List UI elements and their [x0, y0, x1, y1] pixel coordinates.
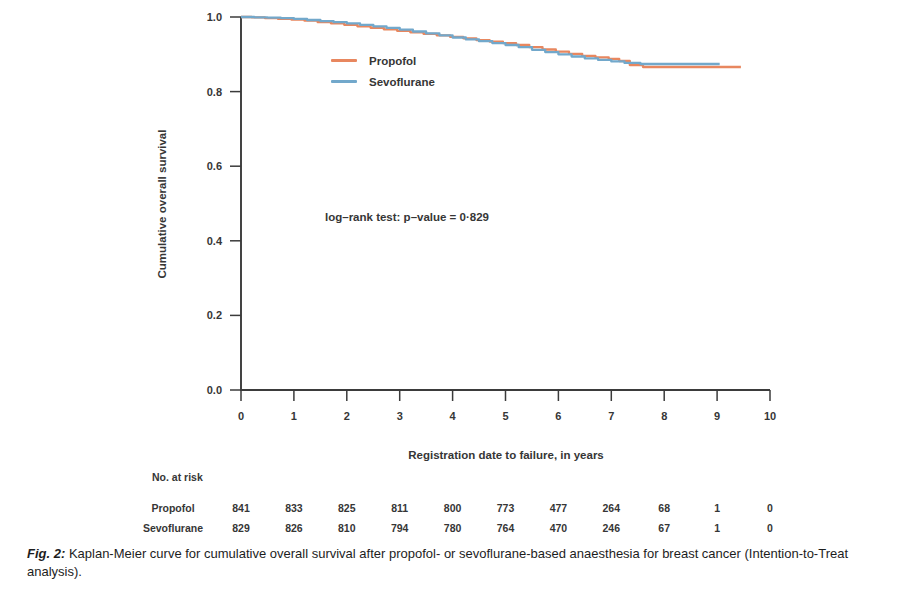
x-tick-label: 7 [591, 409, 631, 423]
caption-text: Kaplan-Meier curve for cumulative overal… [27, 546, 848, 579]
y-tick-label: 0.4 [188, 234, 222, 248]
x-tick-label: 6 [538, 409, 578, 423]
risk-count: 841 [219, 502, 263, 514]
risk-row-label-propofol: Propofol [130, 502, 216, 514]
risk-count: 264 [589, 502, 633, 514]
log-rank-annotation: log–rank test: p–value = 0·829 [325, 211, 489, 223]
risk-count: 780 [431, 522, 475, 534]
y-tick-label: 1.0 [188, 10, 222, 24]
risk-count: 1 [695, 522, 739, 534]
x-tick-label: 0 [221, 409, 261, 423]
risk-count: 833 [272, 502, 316, 514]
x-tick-label: 4 [433, 409, 473, 423]
x-tick-label: 9 [697, 409, 737, 423]
y-tick-label: 0.0 [188, 383, 222, 397]
risk-count: 0 [748, 502, 792, 514]
x-tick-label: 1 [274, 409, 314, 423]
risk-count: 470 [536, 522, 580, 534]
risk-count: 764 [484, 522, 528, 534]
risk-count: 477 [536, 502, 580, 514]
risk-count: 67 [642, 522, 686, 534]
y-tick-label: 0.2 [188, 308, 222, 322]
risk-count: 800 [431, 502, 475, 514]
legend-label: Sevoflurane [369, 76, 435, 88]
x-tick-label: 8 [644, 409, 684, 423]
x-tick-label: 5 [486, 409, 526, 423]
x-tick-label: 10 [750, 409, 790, 423]
risk-count: 811 [378, 502, 422, 514]
risk-count: 246 [589, 522, 633, 534]
legend-swatch-propofol [331, 59, 357, 62]
caption-label: Fig. 2: [27, 546, 65, 561]
risk-count: 68 [642, 502, 686, 514]
km-figure: Cumulative overall survival Registration… [0, 0, 915, 591]
y-axis-title: Cumulative overall survival [156, 130, 168, 279]
km-curve-sevoflurane [241, 17, 720, 64]
y-tick-label: 0.6 [188, 159, 222, 173]
legend-item-propofol: Propofol [331, 50, 435, 71]
risk-count: 794 [378, 522, 422, 534]
risk-table-title: No. at risk [152, 471, 203, 483]
x-tick-label: 2 [327, 409, 367, 423]
legend-label: Propofol [369, 55, 416, 67]
y-tick-label: 0.8 [188, 85, 222, 99]
risk-count: 773 [484, 502, 528, 514]
risk-count: 826 [272, 522, 316, 534]
legend-swatch-sevoflurane [331, 80, 357, 83]
figure-caption: Fig. 2: Kaplan-Meier curve for cumulativ… [27, 545, 903, 582]
risk-row-label-sevoflurane: Sevoflurane [130, 522, 216, 534]
x-axis-title: Registration date to failure, in years [408, 449, 604, 461]
legend-item-sevoflurane: Sevoflurane [331, 71, 435, 92]
risk-count: 825 [325, 502, 369, 514]
legend: Propofol Sevoflurane [331, 50, 435, 92]
x-tick-label: 3 [380, 409, 420, 423]
risk-count: 0 [748, 522, 792, 534]
risk-count: 1 [695, 502, 739, 514]
risk-count: 810 [325, 522, 369, 534]
axes-lines [241, 17, 770, 390]
risk-count: 829 [219, 522, 263, 534]
